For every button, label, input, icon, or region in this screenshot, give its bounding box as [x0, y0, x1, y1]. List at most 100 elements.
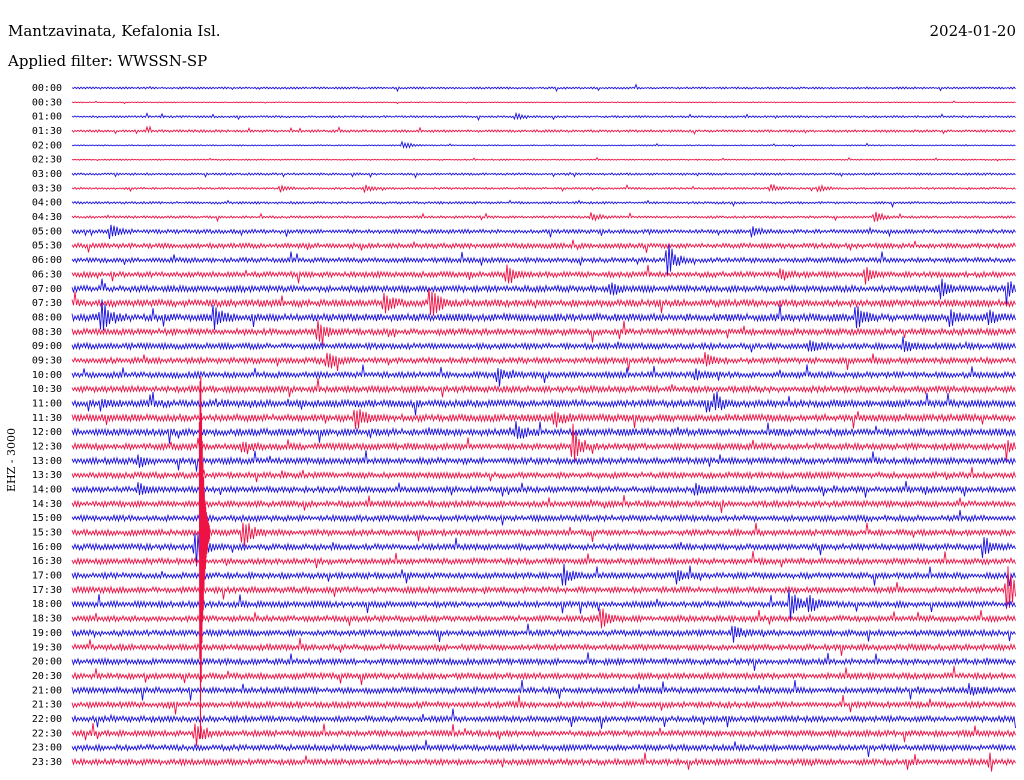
tick-label: 03:30 — [32, 183, 62, 194]
tick-label: 21:30 — [32, 700, 62, 711]
tick-label: 21:00 — [32, 685, 62, 696]
tick-label: 08:30 — [32, 327, 62, 338]
trace-line — [71, 140, 1016, 150]
trace-line — [71, 378, 1016, 398]
trace-line — [71, 83, 1016, 93]
tick-label: 18:00 — [32, 599, 62, 610]
tick-label: 20:30 — [32, 671, 62, 682]
trace-line — [71, 739, 1016, 758]
trace-line — [71, 299, 1016, 331]
tick-label: 04:00 — [32, 198, 62, 209]
tick-label: 03:00 — [32, 169, 62, 180]
tick-label: 16:00 — [32, 542, 62, 553]
trace-line — [71, 694, 1016, 715]
tick-label: 07:00 — [32, 284, 62, 295]
tick-label: 08:00 — [32, 312, 62, 323]
trace-line — [71, 494, 1016, 513]
trace-line — [71, 550, 1016, 569]
trace-line — [71, 509, 1016, 526]
large-event-trace — [198, 376, 211, 739]
trace-line — [71, 566, 1016, 609]
tick-labels: 00:00 00:30 01:00 01:30 02:00 02:30 03:00 03:30… — [32, 83, 62, 768]
trace-line — [71, 563, 1016, 586]
tick-label: 10:00 — [32, 370, 62, 381]
tick-label: 09:30 — [32, 355, 62, 366]
tick-label: 19:00 — [32, 628, 62, 639]
tick-label: 13:00 — [32, 456, 62, 467]
tick-label: 16:30 — [32, 556, 62, 567]
tick-label: 10:30 — [32, 384, 62, 395]
trace-line — [71, 409, 1016, 429]
tick-label: 20:00 — [32, 657, 62, 668]
trace-line — [71, 199, 1016, 209]
trace-line — [71, 111, 1016, 122]
tick-label: 14:30 — [32, 499, 62, 510]
tick-label: 02:30 — [32, 155, 62, 166]
trace-line — [71, 480, 1016, 498]
tick-label: 11:00 — [32, 398, 62, 409]
tick-label: 11:30 — [32, 413, 62, 424]
tick-label: 23:00 — [32, 743, 62, 754]
tick-label: 05:00 — [32, 226, 62, 237]
tick-label: 02:00 — [32, 140, 62, 151]
trace-line — [71, 637, 1016, 656]
filter-label: Applied filter: WWSSN-SP — [8, 52, 208, 70]
date-label: 2024-01-20 — [929, 22, 1016, 40]
trace-line — [71, 608, 1016, 629]
trace-line — [71, 391, 1016, 416]
station-title: Mantzavinata, Kefalonia Isl. — [8, 22, 221, 40]
tick-label: 01:30 — [32, 126, 62, 137]
trace-line — [71, 320, 1016, 346]
trace-line — [71, 467, 1016, 483]
trace-line — [71, 183, 1016, 193]
tick-label: 18:30 — [32, 614, 62, 625]
tick-label: 22:30 — [32, 728, 62, 739]
tick-label: 19:30 — [32, 642, 62, 653]
trace-line — [71, 352, 1016, 372]
trace-line — [71, 100, 1016, 105]
trace-line — [71, 211, 1016, 223]
trace-line — [71, 278, 1016, 306]
tick-label: 15:00 — [32, 513, 62, 524]
tick-label: 06:30 — [32, 269, 62, 280]
tick-label: 09:00 — [32, 341, 62, 352]
trace-line — [71, 752, 1016, 772]
trace-line — [71, 423, 1016, 462]
y-axis-label: EHZ - 3000 — [5, 428, 18, 492]
tick-label: 17:30 — [32, 585, 62, 596]
tick-label: 12:30 — [32, 442, 62, 453]
tick-label: 22:00 — [32, 714, 62, 725]
tick-label: 17:00 — [32, 571, 62, 582]
trace-line — [71, 171, 1016, 179]
trace-line — [71, 336, 1016, 353]
tick-label: 23:30 — [32, 757, 62, 768]
trace-line — [71, 522, 1016, 547]
trace-line — [71, 708, 1016, 729]
tick-label: 12:00 — [32, 427, 62, 438]
tick-label: 01:00 — [32, 112, 62, 123]
tick-label: 15:30 — [32, 528, 62, 539]
tick-label: 04:30 — [32, 212, 62, 223]
trace-line — [71, 244, 1016, 276]
trace-line — [71, 239, 1016, 253]
trace-line — [71, 665, 1016, 686]
tick-label: 07:30 — [32, 298, 62, 309]
tick-label: 14:00 — [32, 485, 62, 496]
trace-line — [71, 589, 1016, 621]
trace-line — [71, 722, 1016, 747]
tick-label: 13:30 — [32, 470, 62, 481]
trace-line — [71, 264, 1016, 285]
tick-label: 06:00 — [32, 255, 62, 266]
tick-label: 05:30 — [32, 241, 62, 252]
trace-line — [71, 652, 1016, 671]
trace-line — [71, 679, 1016, 701]
trace-line — [71, 364, 1016, 387]
trace-line — [71, 450, 1016, 472]
trace-line — [71, 156, 1016, 162]
tick-label: 00:30 — [32, 97, 62, 108]
trace-line — [71, 623, 1016, 643]
tick-label: 00:00 — [32, 83, 62, 94]
trace-line — [71, 224, 1016, 240]
trace-group — [71, 83, 1016, 772]
